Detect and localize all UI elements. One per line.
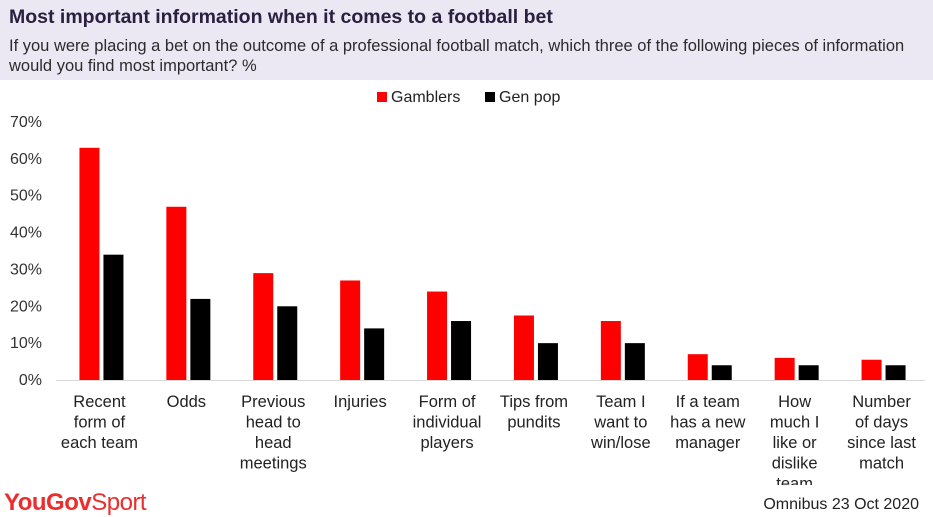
bar-gamblers (600, 321, 621, 380)
x-category-label-line: individual (413, 414, 482, 432)
y-axis: 0% 10% 20% 30% 40% 50% 60% 70% (10, 114, 925, 389)
x-category-label-line: since last (847, 434, 916, 452)
y-tick-label: 50% (10, 188, 42, 205)
x-category-label-line: Tips from (500, 393, 568, 411)
bar-gen-pop (451, 321, 472, 380)
x-category-label-line: If a team (676, 393, 740, 411)
x-category-label: Tips from pundits (500, 393, 568, 432)
x-category-label: How much I like or dislike team (770, 393, 820, 485)
y-tick-label: 70% (10, 114, 42, 131)
bar-gen-pop (798, 365, 819, 380)
x-category-label-line: players (420, 434, 473, 452)
chart-legend: Gamblers Gen pop (377, 89, 560, 106)
x-category-label-line: team (776, 475, 813, 485)
bar-gen-pop (364, 328, 385, 380)
source-note: Omnibus 23 Oct 2020 (763, 496, 919, 513)
x-category-label-line: like or (773, 434, 818, 452)
bar-gamblers (774, 357, 795, 380)
legend-label-gamblers: Gamblers (391, 89, 460, 106)
x-category-label-line: Form of (419, 393, 476, 411)
y-tick-label: 60% (10, 151, 42, 168)
x-category-label: If a team has a new manager (670, 393, 745, 452)
bar-gamblers (340, 280, 361, 380)
x-category-label: Number of days since last match (847, 393, 916, 473)
bar-gamblers (253, 273, 274, 380)
bar-gamblers (687, 354, 708, 380)
x-category-label-line: has a new (670, 414, 745, 432)
legend-label-gen-pop: Gen pop (499, 89, 560, 106)
x-category-label-line: want to (593, 414, 647, 432)
x-category-label: Injuries (334, 393, 387, 411)
x-category-label-line: Recent (73, 393, 126, 411)
bar-gen-pop (277, 306, 298, 380)
logo-text-sport: Sport (91, 489, 147, 516)
bar-gamblers (513, 315, 534, 380)
y-tick-label: 30% (10, 261, 42, 278)
y-tick-label: 0% (19, 372, 42, 389)
x-category-label-line: Previous (241, 393, 305, 411)
x-category-label-line: Team I (596, 393, 646, 411)
chart-title: Most important information when it comes… (9, 6, 553, 28)
x-category-label: Previous head to head meetings (240, 393, 307, 473)
bar-gen-pop (190, 298, 211, 380)
x-category-label-line: each team (61, 434, 138, 452)
y-tick-label: 40% (10, 225, 42, 242)
legend-swatch-gamblers (377, 92, 387, 102)
bar-gen-pop (103, 254, 124, 380)
x-category-label-line: pundits (507, 414, 560, 432)
logo-text-yougov: YouGov (4, 489, 92, 516)
bars-group (79, 147, 906, 380)
bar-gamblers (861, 359, 882, 380)
x-category-label-line: Odds (167, 393, 206, 411)
x-category-label-line: meetings (240, 455, 307, 473)
bar-gen-pop (537, 343, 558, 380)
x-category-label-line: Injuries (334, 393, 387, 411)
x-category-label-line: win/lose (590, 434, 651, 452)
x-category-label: Recent form of each team (61, 393, 138, 452)
bar-chart: Gamblers Gen pop 0%10%20%30%40%50%60%70% … (10, 89, 925, 485)
x-category-label-line: form of (74, 414, 126, 432)
legend-swatch-gen-pop (485, 92, 495, 102)
bar-gen-pop (885, 365, 906, 380)
y-tick-label: 20% (10, 298, 42, 315)
x-category-label: Form of individual players (413, 393, 482, 452)
x-axis: Recent form of each team Odds Previous head t… (61, 393, 916, 485)
bar-gamblers (166, 206, 187, 380)
x-category-label: Team I want to win/lose (590, 393, 651, 452)
x-category-label-line: of days (855, 414, 908, 432)
x-category-label-line: manager (675, 434, 741, 452)
x-category-label-line: How (778, 393, 811, 411)
x-category-label: Odds (167, 393, 206, 411)
bar-gen-pop (624, 343, 645, 380)
x-category-label-line: Number (852, 393, 911, 411)
yougov-sport-logo: YouGovSport (4, 489, 147, 517)
x-category-label-line: dislike (772, 455, 818, 473)
x-category-label-line: head (255, 434, 292, 452)
header-band: Most important information when it comes… (0, 0, 933, 80)
x-category-label-line: much I (770, 414, 820, 432)
bar-gamblers (79, 147, 100, 380)
chart-subtitle: If you were placing a bet on the outcome… (9, 37, 905, 75)
x-category-label-line: match (859, 455, 904, 473)
bar-gamblers (427, 291, 448, 380)
y-tick-label: 10% (10, 335, 42, 352)
bar-gen-pop (711, 365, 732, 380)
x-category-label-line: head to (246, 414, 301, 432)
